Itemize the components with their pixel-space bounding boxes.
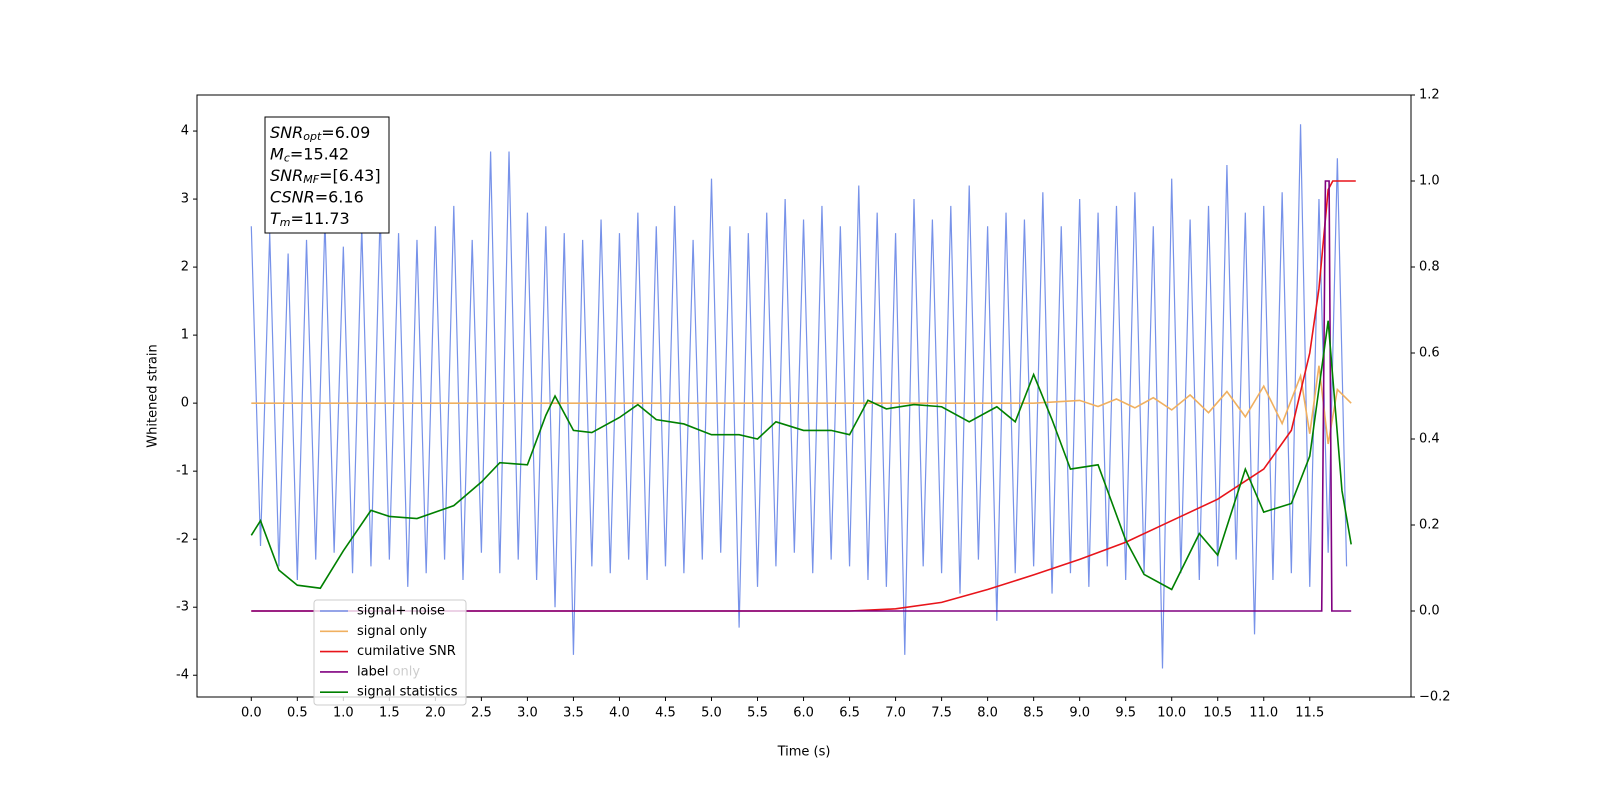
x-tick-label: 8.5 (1023, 706, 1044, 721)
y-tick-label: -3 (176, 600, 189, 615)
x-tick-label: 4.5 (655, 706, 676, 721)
legend-label: label (357, 664, 388, 679)
y-tick-label: -4 (176, 668, 189, 683)
series-line (251, 365, 1352, 445)
y-tick-label: 3 (181, 192, 189, 207)
x-tick-label: 7.0 (885, 706, 906, 721)
series-line (251, 180, 1356, 612)
x-tick-label: 4.0 (609, 706, 630, 721)
y-tick-label: 4 (181, 124, 189, 139)
x-tick-label: 3.5 (563, 706, 584, 721)
y2-tick-label: 1.2 (1419, 88, 1440, 103)
x-tick-label: 0.0 (241, 706, 262, 721)
x-tick-label: 8.0 (977, 706, 998, 721)
y2-tick-label: 0.2 (1419, 518, 1440, 533)
x-tick-label: 1.0 (333, 706, 354, 721)
series-line (251, 180, 1352, 612)
y-tick-label: 1 (181, 328, 189, 343)
y2-tick-label: 0.4 (1419, 432, 1440, 447)
x-tick-label: 6.0 (793, 706, 814, 721)
x-tick-label: 0.5 (287, 706, 308, 721)
plot-area (250, 124, 1356, 669)
x-tick-label: 2.0 (425, 706, 446, 721)
x-tick-label: 3.0 (517, 706, 538, 721)
x-tick-label: 10.5 (1203, 706, 1232, 721)
x-tick-label: 9.0 (1069, 706, 1090, 721)
annotation-line: Mc=15.42 (270, 144, 349, 165)
annotation-line: Tm=11.73 (270, 209, 350, 230)
legend-label: signal+ noise (357, 604, 445, 619)
x-tick-label: 7.5 (931, 706, 952, 721)
x-tick-label: 6.5 (839, 706, 860, 721)
series-line (250, 124, 1348, 669)
x-tick-label: 5.0 (701, 706, 722, 721)
legend-box (313, 599, 467, 706)
x-tick-label: 5.5 (747, 706, 768, 721)
y2-tick-label: 0.6 (1419, 346, 1440, 361)
legend-label: signal only (357, 624, 427, 639)
y-tick-label: -1 (176, 464, 189, 479)
annotation-line: SNRMF=[6.43] (270, 166, 381, 187)
legend-label: cumilative SNR (357, 644, 456, 659)
y2-tick-label: 0.8 (1419, 260, 1440, 275)
x-tick-label: 1.5 (379, 706, 400, 721)
y-tick-label: 0 (181, 396, 189, 411)
annotation-line: SNRopt=6.09 (270, 123, 370, 144)
series-line (250, 320, 1352, 591)
y2-tick-label: −0.2 (1419, 690, 1451, 705)
y-axis-label: Whitened strain (146, 344, 161, 447)
y-tick-label: -2 (176, 532, 189, 547)
x-tick-label: 9.5 (1115, 706, 1136, 721)
x-tick-label: 11.5 (1295, 706, 1324, 721)
x-axis-label: Time (s) (777, 745, 831, 760)
x-tick-label: 10.0 (1157, 706, 1186, 721)
legend-label: signal statistics (357, 685, 458, 700)
y2-tick-label: 1.0 (1419, 174, 1440, 189)
y-tick-label: 2 (181, 260, 189, 275)
annotation-box (264, 116, 390, 234)
x-tick-label: 11.0 (1249, 706, 1278, 721)
annotation-line: CSNR=6.16 (270, 187, 364, 206)
x-tick-label: 2.5 (471, 706, 492, 721)
y2-tick-label: 0.0 (1419, 604, 1440, 619)
